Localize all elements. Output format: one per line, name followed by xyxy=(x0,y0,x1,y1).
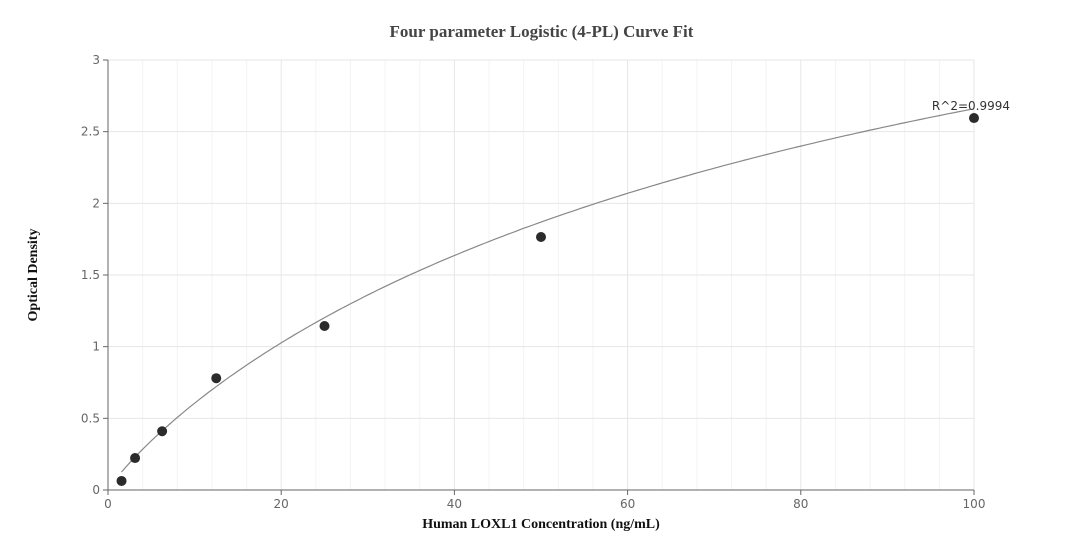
y-tick-label: 1.5 xyxy=(81,268,100,282)
y-tick-label: 2 xyxy=(92,196,100,210)
x-tick-label: 0 xyxy=(104,497,112,511)
x-tick-label: 60 xyxy=(620,497,635,511)
y-tick-label: 3 xyxy=(92,53,100,67)
x-tick-label: 20 xyxy=(274,497,289,511)
data-point xyxy=(116,475,127,486)
data-point xyxy=(319,321,330,332)
data-point xyxy=(130,453,141,464)
y-tick-label: 1 xyxy=(92,340,100,354)
y-tick-label: 2.5 xyxy=(81,125,100,139)
x-tick-label: 100 xyxy=(963,497,986,511)
data-points xyxy=(116,113,979,486)
data-point xyxy=(211,373,222,384)
x-tick-label: 40 xyxy=(447,497,462,511)
x-tick-label: 80 xyxy=(793,497,808,511)
fit-curve-path xyxy=(121,108,971,473)
data-point xyxy=(536,232,546,243)
gridlines xyxy=(108,59,975,490)
annotations: R^2=0.9994 xyxy=(932,99,1010,113)
data-point xyxy=(157,426,168,437)
r-squared-annotation: R^2=0.9994 xyxy=(932,99,1010,113)
fit-curve xyxy=(121,108,971,473)
data-point xyxy=(969,113,979,124)
y-tick-label: 0 xyxy=(92,483,100,497)
chart-title: Four parameter Logistic (4-PL) Curve Fit xyxy=(389,22,694,41)
x-axis-label: Human LOXL1 Concentration (ng/mL) xyxy=(422,517,660,532)
axes: 0 0.5 1 1.5 2 2.5 3 0 20 40 60 80 100 xyxy=(81,53,986,511)
y-tick-label: 0.5 xyxy=(81,411,100,425)
